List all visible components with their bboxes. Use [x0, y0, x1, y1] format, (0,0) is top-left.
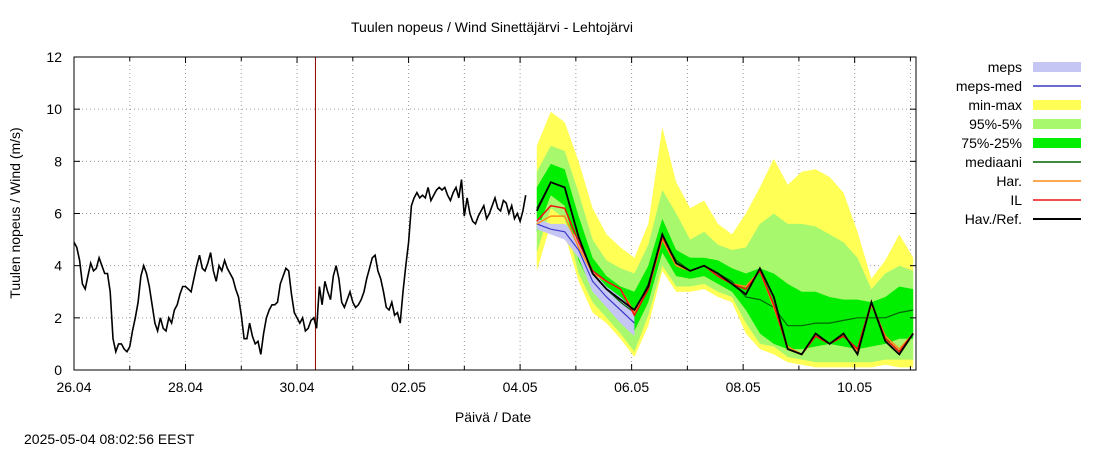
y-tick-label: 0: [54, 362, 62, 378]
series-observed: [73, 179, 527, 355]
timestamp: 2025-05-04 08:02:56 EEST: [24, 431, 195, 447]
legend-label: 95%-5%: [969, 116, 1022, 132]
chart-title: Tuulen nopeus / Wind Sinettäjärvi - Leht…: [351, 19, 633, 35]
y-tick-label: 10: [46, 101, 62, 117]
legend-label: meps: [988, 59, 1022, 75]
axis-ticks: 0 2 4 6 8 10 12 26.04 28.04 30.04 02.05 04.05 06.05 0…: [46, 49, 916, 395]
legend-label: Har.: [996, 173, 1022, 189]
band-75-25: [536, 163, 914, 350]
x-tick-label: 10.05: [837, 379, 872, 395]
y-axis-label: Tuulen nopeus / Wind (m/s): [7, 127, 23, 298]
legend-label: min-max: [968, 97, 1022, 113]
legend-swatch: [1033, 62, 1081, 72]
legend-label: meps-med: [956, 78, 1022, 94]
y-tick-label: 12: [46, 49, 62, 65]
x-tick-label: 06.05: [614, 379, 649, 395]
x-tick-label: 08.05: [726, 379, 761, 395]
y-tick-label: 4: [54, 258, 62, 274]
y-tick-label: 6: [54, 206, 62, 222]
x-tick-label: 30.04: [280, 379, 315, 395]
legend: meps meps-med min-max 95%-5% 75%-25% mediaani…: [956, 59, 1081, 227]
legend-swatch: [1033, 138, 1081, 148]
legend-label: IL: [1010, 192, 1022, 208]
legend-label: Hav./Ref.: [965, 211, 1022, 227]
legend-swatch: [1033, 119, 1081, 129]
x-tick-label: 26.04: [56, 379, 91, 395]
y-tick-label: 8: [54, 153, 62, 169]
series-lines: [73, 57, 914, 370]
legend-label: 75%-25%: [961, 135, 1022, 151]
y-tick-label: 2: [54, 310, 62, 326]
band-meps: [536, 218, 635, 337]
series-meps-med: [536, 223, 635, 324]
x-tick-label: 02.05: [391, 379, 426, 395]
forecast-bands: [536, 111, 914, 368]
x-tick-label: 04.05: [503, 379, 538, 395]
x-tick-label: 28.04: [168, 379, 203, 395]
x-axis-label: Päivä / Date: [455, 409, 531, 425]
legend-swatch: [1033, 100, 1081, 110]
legend-label: mediaani: [965, 154, 1022, 170]
series-hav-ref: [535, 181, 914, 357]
